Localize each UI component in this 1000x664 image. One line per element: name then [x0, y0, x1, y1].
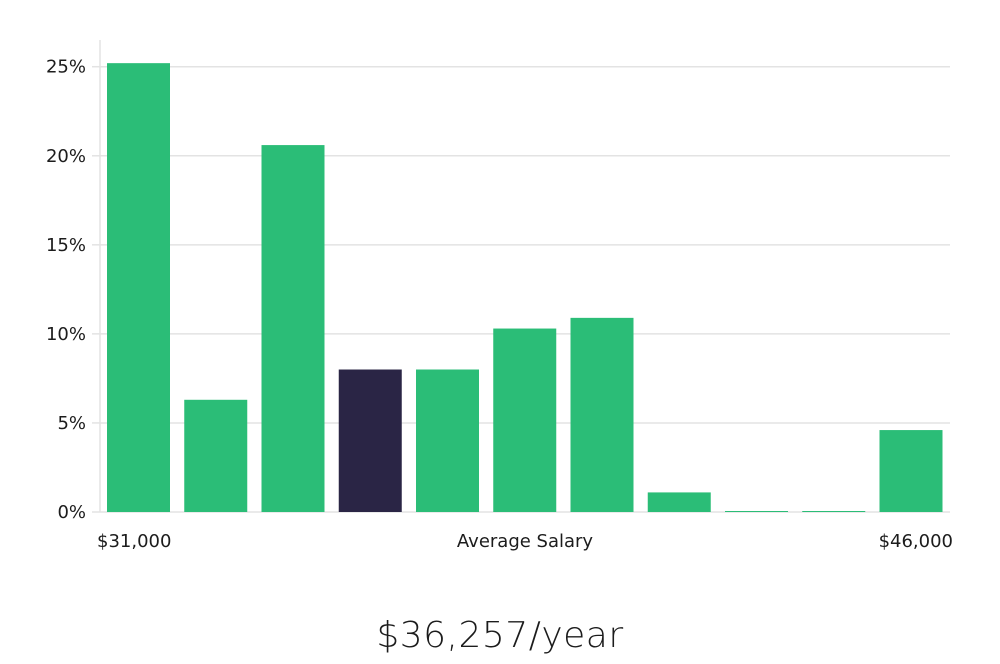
- y-tick-label: 25%: [46, 57, 86, 78]
- y-tick-label: 5%: [57, 413, 86, 434]
- x-end-label: $46,000: [879, 531, 953, 552]
- bar: [107, 63, 170, 512]
- bar: [493, 328, 557, 512]
- y-tick-label: 20%: [46, 146, 86, 167]
- bar: [261, 145, 325, 512]
- bar: [879, 430, 943, 512]
- average-salary-value: $36,257/year: [376, 615, 624, 656]
- bar-highlighted: [338, 369, 402, 512]
- label-layer: $31,000 Average Salary $46,000: [97, 531, 953, 552]
- y-tick-label: 10%: [46, 324, 86, 345]
- bar: [570, 317, 634, 512]
- bar: [802, 511, 866, 512]
- bar-layer: [107, 63, 943, 512]
- bar: [416, 369, 479, 512]
- y-tick-label: 15%: [46, 235, 86, 256]
- bar: [184, 399, 248, 512]
- chart-svg: 0% 5% 10% 15% 20% 25% $31,000 Average Salary …: [46, 40, 953, 552]
- x-axis-title: Average Salary: [457, 531, 594, 552]
- bar: [647, 492, 711, 512]
- x-start-label: $31,000: [97, 531, 171, 552]
- y-tick-label: 0%: [57, 502, 86, 523]
- bar: [725, 511, 788, 512]
